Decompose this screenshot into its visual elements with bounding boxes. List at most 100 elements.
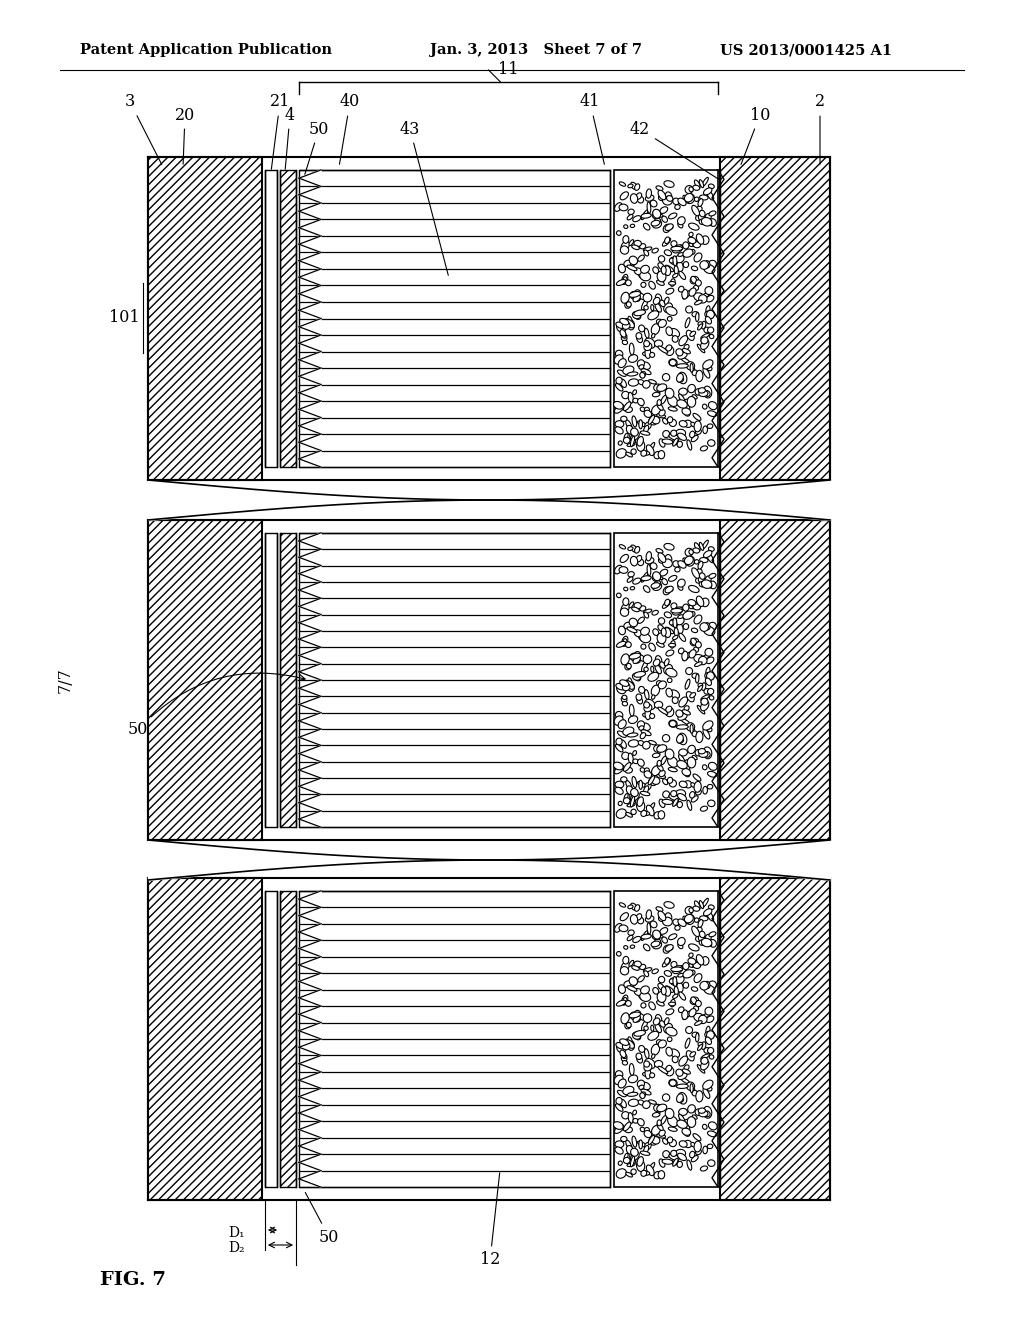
Ellipse shape	[650, 562, 657, 569]
Polygon shape	[299, 713, 321, 729]
Ellipse shape	[629, 715, 638, 723]
Ellipse shape	[656, 681, 663, 686]
Ellipse shape	[688, 1105, 695, 1113]
Ellipse shape	[687, 758, 695, 768]
Ellipse shape	[708, 1131, 717, 1137]
Ellipse shape	[697, 345, 705, 352]
Ellipse shape	[691, 628, 697, 632]
Ellipse shape	[669, 795, 679, 800]
Ellipse shape	[690, 1052, 695, 1057]
Ellipse shape	[615, 384, 623, 391]
Ellipse shape	[673, 561, 680, 568]
Ellipse shape	[708, 1144, 713, 1148]
Ellipse shape	[664, 1023, 673, 1034]
Ellipse shape	[648, 741, 656, 744]
Ellipse shape	[624, 1122, 631, 1131]
Ellipse shape	[651, 685, 659, 696]
Ellipse shape	[663, 601, 671, 609]
Polygon shape	[299, 269, 321, 285]
Ellipse shape	[617, 1090, 627, 1097]
Ellipse shape	[696, 206, 702, 211]
Ellipse shape	[670, 329, 680, 337]
Ellipse shape	[616, 684, 626, 694]
Polygon shape	[299, 1006, 321, 1023]
Ellipse shape	[681, 399, 686, 404]
Ellipse shape	[705, 1031, 714, 1039]
Ellipse shape	[651, 220, 659, 226]
Ellipse shape	[629, 622, 638, 630]
Ellipse shape	[633, 578, 641, 585]
Ellipse shape	[708, 689, 714, 694]
Ellipse shape	[673, 635, 678, 640]
Ellipse shape	[644, 1130, 651, 1138]
Ellipse shape	[678, 919, 686, 927]
Ellipse shape	[689, 232, 693, 236]
Ellipse shape	[627, 1146, 634, 1154]
Ellipse shape	[641, 573, 648, 582]
Bar	[299, 533, 610, 828]
Ellipse shape	[658, 1040, 667, 1048]
Ellipse shape	[658, 194, 667, 201]
Ellipse shape	[631, 428, 638, 436]
Ellipse shape	[669, 1002, 676, 1006]
Ellipse shape	[649, 281, 655, 289]
Ellipse shape	[690, 611, 695, 616]
Ellipse shape	[702, 426, 708, 433]
Ellipse shape	[708, 1160, 715, 1167]
Ellipse shape	[676, 348, 683, 356]
Ellipse shape	[624, 1154, 628, 1160]
Ellipse shape	[640, 1093, 645, 1098]
Ellipse shape	[653, 659, 659, 667]
Ellipse shape	[707, 1016, 714, 1023]
Polygon shape	[299, 219, 321, 236]
Ellipse shape	[623, 1061, 628, 1065]
Ellipse shape	[637, 721, 644, 729]
Ellipse shape	[639, 1045, 645, 1052]
Bar	[280, 891, 296, 1187]
Ellipse shape	[615, 711, 623, 719]
Ellipse shape	[695, 675, 699, 682]
Ellipse shape	[641, 1020, 647, 1031]
Ellipse shape	[634, 961, 641, 968]
Ellipse shape	[701, 218, 712, 226]
Ellipse shape	[651, 1026, 653, 1031]
Ellipse shape	[703, 908, 712, 916]
Ellipse shape	[635, 904, 640, 911]
Ellipse shape	[621, 379, 627, 388]
Ellipse shape	[623, 1086, 634, 1094]
Ellipse shape	[680, 1119, 690, 1126]
Ellipse shape	[644, 1064, 652, 1071]
Ellipse shape	[637, 335, 642, 343]
Ellipse shape	[656, 1040, 663, 1045]
Ellipse shape	[664, 544, 674, 550]
Ellipse shape	[643, 247, 652, 251]
Ellipse shape	[698, 322, 702, 326]
Ellipse shape	[616, 1168, 627, 1179]
Ellipse shape	[696, 371, 702, 381]
Ellipse shape	[639, 293, 645, 300]
Ellipse shape	[669, 1154, 679, 1160]
Ellipse shape	[707, 190, 714, 201]
Ellipse shape	[658, 553, 666, 562]
Ellipse shape	[665, 265, 671, 276]
Ellipse shape	[658, 319, 667, 327]
Ellipse shape	[709, 546, 715, 552]
Ellipse shape	[658, 810, 665, 818]
Ellipse shape	[634, 310, 645, 315]
Ellipse shape	[616, 1043, 626, 1053]
Ellipse shape	[622, 636, 628, 647]
Ellipse shape	[638, 781, 646, 787]
Ellipse shape	[637, 197, 644, 203]
Ellipse shape	[663, 418, 668, 424]
Ellipse shape	[645, 916, 654, 923]
Ellipse shape	[629, 618, 638, 627]
Ellipse shape	[683, 195, 689, 203]
Ellipse shape	[624, 797, 630, 804]
Ellipse shape	[627, 936, 633, 941]
Ellipse shape	[669, 719, 677, 727]
Ellipse shape	[656, 1001, 665, 1006]
Ellipse shape	[664, 586, 671, 595]
Ellipse shape	[615, 1071, 623, 1078]
Ellipse shape	[629, 379, 639, 387]
Ellipse shape	[696, 569, 702, 574]
